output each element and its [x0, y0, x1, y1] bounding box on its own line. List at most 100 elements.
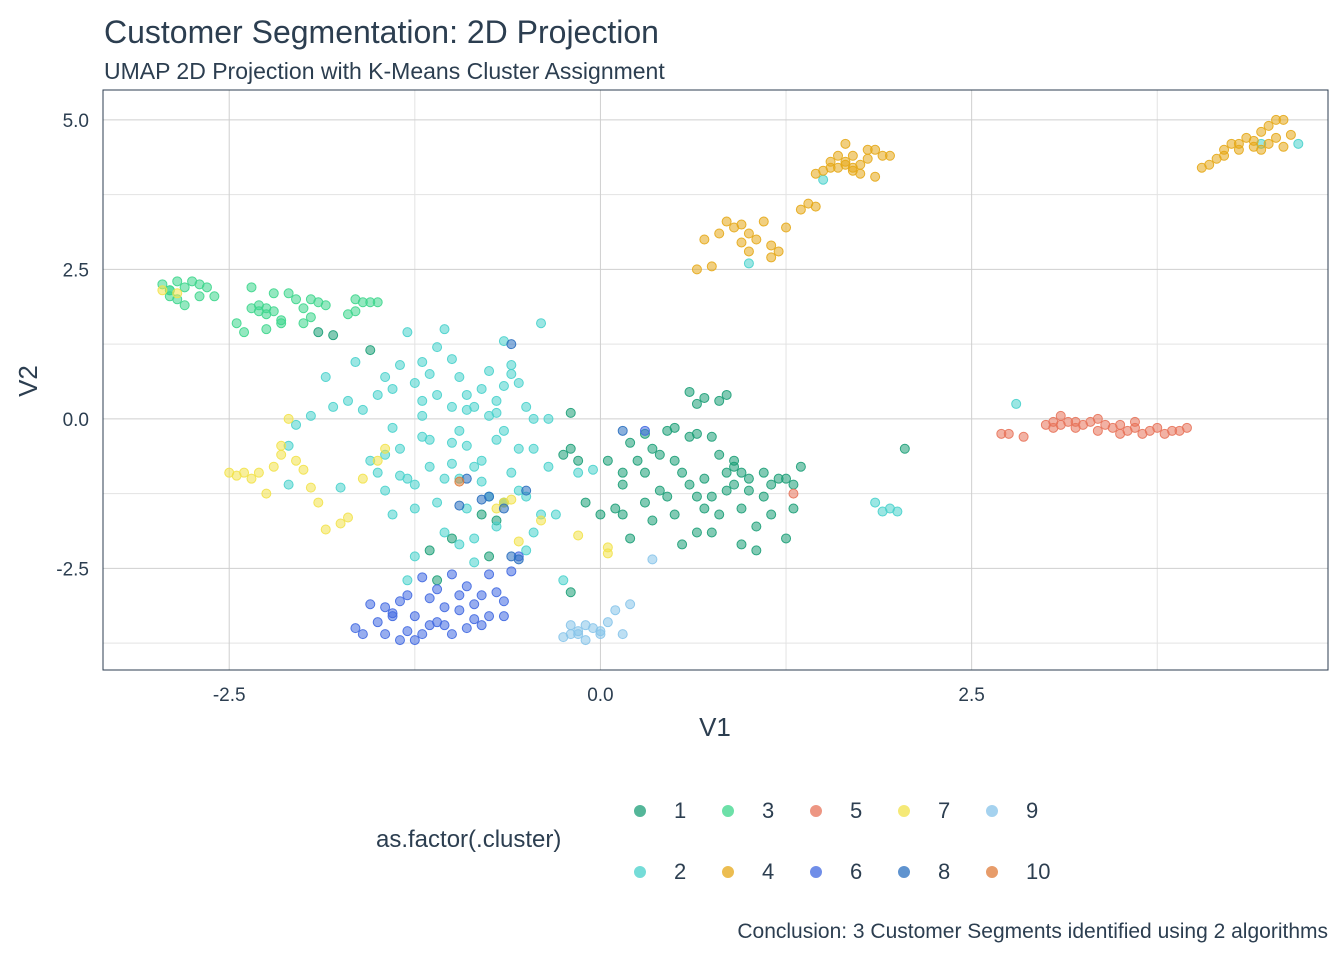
legend-item-4: 4 [722, 857, 774, 887]
data-point-cluster-1 [647, 515, 658, 526]
data-point-cluster-6 [639, 425, 650, 436]
data-point-cluster-4 [766, 252, 777, 263]
data-point-cluster-3 [298, 303, 309, 314]
data-point-cluster-6 [484, 569, 495, 580]
data-point-cluster-2 [446, 437, 457, 448]
data-point-cluster-1 [699, 473, 710, 484]
legend-item-8: 8 [898, 857, 950, 887]
data-point-cluster-7 [261, 488, 272, 499]
data-point-cluster-1 [691, 428, 702, 439]
plot-panel-border [102, 89, 1329, 671]
data-point-cluster-1 [669, 455, 680, 466]
data-point-cluster-2 [469, 557, 480, 568]
data-point-cluster-2 [387, 383, 398, 394]
data-point-cluster-7 [335, 518, 346, 529]
legend-label: 8 [938, 859, 951, 884]
data-point-cluster-1 [795, 461, 806, 472]
data-point-cluster-1 [632, 455, 643, 466]
legend-key-dot [898, 805, 910, 817]
data-point-cluster-3 [350, 294, 361, 305]
data-point-cluster-2 [409, 551, 420, 562]
data-point-cluster-6 [394, 635, 405, 646]
data-point-cluster-4 [1233, 138, 1244, 149]
data-point-cluster-2 [417, 357, 428, 368]
data-point-cluster-3 [320, 300, 331, 311]
data-point-cluster-2 [469, 533, 480, 544]
data-point-cluster-2 [387, 509, 398, 520]
data-point-cluster-4 [781, 222, 792, 233]
data-point-cluster-1 [313, 327, 324, 338]
data-point-cluster-7 [380, 443, 391, 454]
data-point-cluster-9 [580, 635, 591, 646]
data-point-cluster-2 [372, 467, 383, 478]
data-point-cluster-7 [291, 455, 302, 466]
data-point-cluster-3 [283, 288, 294, 299]
data-point-cluster-2 [743, 258, 754, 269]
legend-item-9: 9 [986, 796, 1038, 826]
data-point-cluster-1 [736, 503, 747, 514]
data-point-cluster-1 [714, 449, 725, 460]
data-point-cluster-2 [484, 366, 495, 377]
data-point-cluster-4 [1256, 144, 1267, 155]
data-point-cluster-2 [528, 527, 539, 538]
data-point-cluster-3 [305, 312, 316, 323]
data-point-cluster-1 [573, 455, 584, 466]
data-point-cluster-1 [617, 467, 628, 478]
data-point-cluster-9 [617, 629, 628, 640]
data-point-cluster-2 [432, 497, 443, 508]
data-point-cluster-9 [625, 599, 636, 610]
data-point-cluster-1 [595, 509, 606, 520]
data-point-cluster-7 [276, 440, 287, 451]
data-point-cluster-2 [870, 497, 881, 508]
data-point-cluster-2 [543, 461, 554, 472]
data-point-cluster-4 [743, 246, 754, 257]
data-point-cluster-7 [372, 455, 383, 466]
data-point-cluster-2 [439, 324, 450, 335]
data-point-cluster-5 [1152, 422, 1163, 433]
data-point-cluster-2 [387, 422, 398, 433]
data-point-cluster-7 [506, 494, 517, 505]
data-point-cluster-2 [328, 401, 339, 412]
data-point-cluster-1 [729, 479, 740, 490]
data-point-cluster-7 [283, 413, 294, 424]
legend-item-10: 10 [986, 857, 1050, 887]
data-point-cluster-2 [372, 389, 383, 400]
data-point-cluster-3 [209, 291, 220, 302]
data-point-cluster-1 [617, 479, 628, 490]
data-point-cluster-1 [706, 431, 717, 442]
data-point-cluster-1 [424, 545, 435, 556]
data-point-cluster-3 [261, 324, 272, 335]
data-point-cluster-2 [528, 443, 539, 454]
data-point-cluster-2 [513, 443, 524, 454]
data-point-cluster-1 [610, 503, 621, 514]
data-point-cluster-2 [454, 372, 465, 383]
data-point-cluster-7 [602, 548, 613, 559]
data-point-cluster-7 [513, 536, 524, 547]
data-point-cluster-1 [565, 443, 576, 454]
data-point-cluster-1 [669, 509, 680, 520]
data-point-cluster-6 [350, 623, 361, 634]
data-point-cluster-1 [766, 509, 777, 520]
data-point-cluster-8 [484, 491, 495, 502]
y-axis-title: V2 [13, 365, 43, 397]
data-point-cluster-2 [357, 404, 368, 415]
data-point-cluster-1 [736, 539, 747, 550]
data-point-cluster-2 [498, 425, 509, 436]
data-point-cluster-1 [684, 386, 695, 397]
data-point-cluster-4 [862, 153, 873, 164]
data-point-cluster-2 [417, 410, 428, 421]
legend-label: 2 [674, 859, 687, 884]
data-point-cluster-1 [639, 467, 650, 478]
legend-key-dot [986, 866, 998, 878]
data-point-cluster-4 [714, 228, 725, 239]
data-point-cluster-2 [498, 380, 509, 391]
y-tick-label: 5.0 [63, 111, 89, 132]
data-point-cluster-4 [1204, 159, 1215, 170]
data-point-cluster-2 [491, 434, 502, 445]
data-point-cluster-2 [461, 389, 472, 400]
data-point-cluster-6 [380, 629, 391, 640]
data-point-cluster-8 [617, 425, 628, 436]
data-point-cluster-1 [736, 467, 747, 478]
data-point-cluster-5 [1003, 428, 1014, 439]
legend-label: 6 [850, 859, 863, 884]
